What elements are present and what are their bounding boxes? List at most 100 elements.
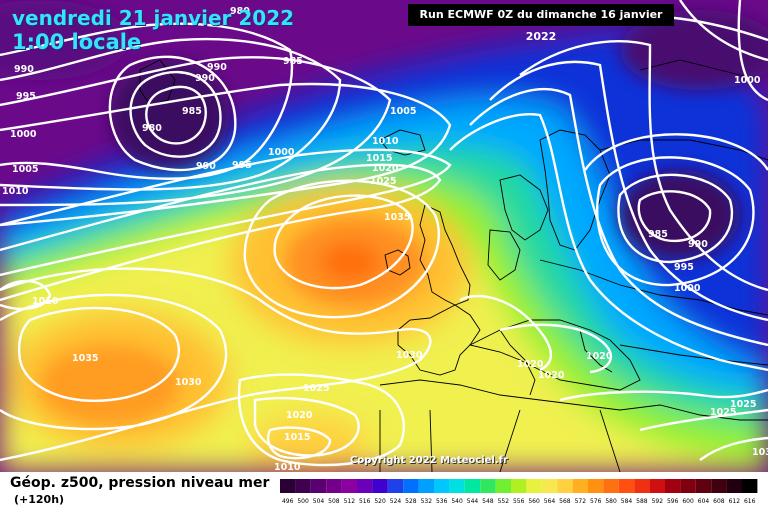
legend-swatch (372, 479, 388, 493)
legend-value: 580 (605, 498, 617, 505)
legend-value: 572 (575, 498, 587, 505)
legend-swatch (464, 479, 481, 493)
legend-value: 612 (729, 498, 741, 505)
legend-value: 496 (282, 498, 294, 505)
isobar-label: 1025 (730, 399, 756, 410)
legend-swatch (711, 479, 727, 493)
legend-value: 608 (713, 498, 725, 505)
isobar-label: 1000 (10, 129, 37, 140)
legend-swatch (357, 479, 373, 493)
legend-value: 560 (528, 498, 540, 505)
legend-swatch (434, 479, 450, 493)
isobar-label: 1010 (372, 136, 399, 147)
legend-swatch (618, 479, 635, 493)
legend-swatch (480, 479, 496, 493)
lead-time: (+120h) (14, 493, 65, 506)
isobar-label: 1015 (366, 153, 392, 164)
isobar-label: 985 (648, 229, 668, 240)
legend-swatch (680, 479, 696, 493)
legend-value: 600 (682, 498, 694, 505)
isobar-label: 1010 (274, 462, 301, 472)
pressure-geopotential-map: 9809809859859909909909909959951000100010… (0, 0, 768, 472)
legend-swatch (449, 479, 465, 493)
legend-value: 524 (390, 498, 402, 505)
legend-value: 568 (559, 498, 571, 505)
legend-value: 616 (744, 498, 756, 505)
valid-date: vendredi 21 janvier 2022 (12, 6, 295, 30)
isobar-label: 1025 (710, 407, 736, 418)
isobar-label: 1020 (286, 410, 313, 421)
legend-swatch (341, 479, 357, 493)
legend-swatch (572, 479, 588, 493)
legend-swatch (665, 479, 681, 493)
legend-value: 504 (313, 498, 325, 505)
legend-value: 540 (451, 498, 463, 505)
isobar-label: 985 (182, 106, 202, 117)
legend-swatch (418, 479, 434, 493)
isobar-label: 1030 (175, 377, 202, 388)
legend-value: 556 (513, 498, 525, 505)
isobar-label: 1020 (517, 359, 544, 370)
legend-swatch (726, 479, 742, 493)
legend-swatch (634, 479, 650, 493)
isobar-label: 995 (674, 262, 694, 273)
legend-value: 544 (467, 498, 479, 505)
legend-swatch (742, 479, 758, 493)
legend-swatch (557, 479, 573, 493)
isobar-label: 990 (688, 239, 708, 250)
legend-swatch (326, 479, 342, 493)
legend-value: 604 (698, 498, 710, 505)
isobar-label: 1005 (390, 106, 416, 117)
isobar-label: 990 (207, 62, 227, 73)
legend-value: 512 (344, 498, 356, 505)
isobar-label: 1035 (384, 212, 410, 223)
isobar-label: 1010 (32, 296, 59, 307)
isobar-label: 1020 (372, 163, 399, 174)
legend-value: 500 (297, 498, 309, 505)
legend-value: 528 (405, 498, 417, 505)
isobar-label: 985 (283, 56, 303, 67)
isobar-label: 995 (16, 91, 36, 102)
legend-swatch (387, 479, 404, 493)
legend-value: 596 (667, 498, 679, 505)
legend-value: 584 (621, 498, 633, 505)
legend-swatch (541, 479, 558, 493)
isobar-label: 1025 (370, 176, 396, 187)
isobar-label: 1030 (396, 350, 423, 361)
isobar-label: 1015 (284, 432, 310, 443)
run-info-banner: Run ECMWF 0Z du dimanche 16 janvier 2022 (408, 4, 674, 43)
legend-swatch (295, 479, 311, 493)
isobar-label: 1035 (72, 353, 98, 364)
map-title: Géop. z500, pression niveau mer (10, 475, 270, 491)
legend-swatch (403, 479, 419, 493)
legend-value: 564 (544, 498, 556, 505)
isobar-label: 1020 (538, 370, 565, 381)
isobar-label: 1005 (12, 164, 38, 175)
legend-value: 592 (652, 498, 664, 505)
isobar-label: 1000 (268, 147, 295, 158)
legend-value: 552 (498, 498, 510, 505)
footer-bar: Géop. z500, pression niveau mer (+120h) … (0, 472, 768, 512)
legend-swatch (649, 479, 665, 493)
isobar-label: 980 (142, 123, 162, 134)
isobar-labels: 9809809859859909909909909959951000100010… (2, 6, 768, 472)
legend-swatch (495, 479, 511, 493)
legend-value: 508 (328, 498, 340, 505)
legend-value: 548 (482, 498, 494, 505)
isobar-label: 1030 (752, 447, 768, 458)
legend-swatch (511, 479, 527, 493)
isobar-label: 1000 (734, 75, 761, 86)
legend-value: 536 (436, 498, 448, 505)
isobar-label: 990 (195, 73, 215, 84)
legend-swatch (588, 479, 604, 493)
legend-swatch (603, 479, 619, 493)
legend-swatch (310, 479, 327, 493)
legend-swatch (526, 479, 542, 493)
isobar-label: 1025 (303, 383, 329, 394)
isobar-label: 990 (14, 64, 34, 75)
legend-swatch (695, 479, 712, 493)
isobar-label: 1000 (674, 283, 701, 294)
legend-value: 520 (374, 498, 386, 505)
legend-value: 576 (590, 498, 602, 505)
